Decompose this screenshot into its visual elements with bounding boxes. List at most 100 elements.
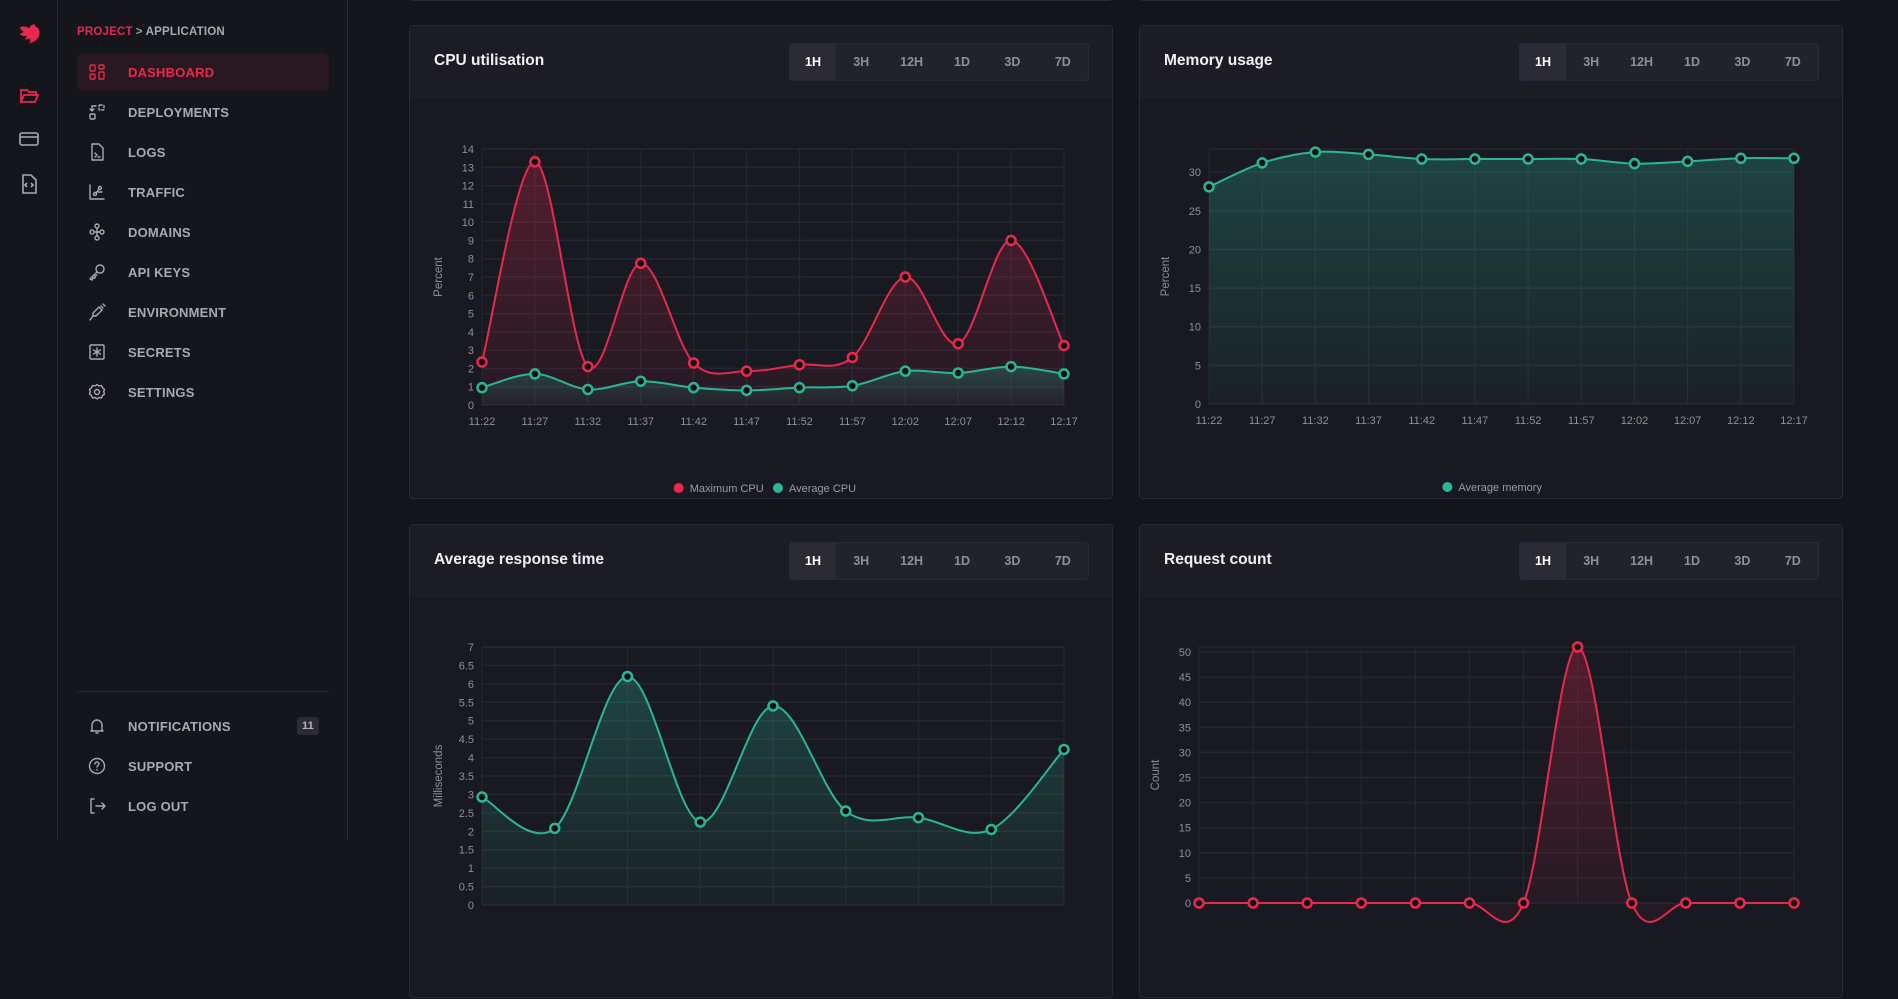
memory-usage-card: Memory usage 1H 3H 12H 1D 3D 7D 0 5 10 15 20 25 30 1…	[1139, 25, 1843, 499]
sidebar-item-settings[interactable]: SETTINGS	[77, 373, 329, 411]
range-1h-button[interactable]: 1H	[1520, 543, 1566, 579]
range-1h-button[interactable]: 1H	[1520, 44, 1566, 80]
range-7d-button[interactable]: 7D	[1784, 55, 1801, 69]
sidebar-item-deployments[interactable]: DEPLOYMENTS	[77, 93, 329, 131]
data-point	[687, 381, 700, 394]
data-point	[1193, 897, 1205, 909]
data-point	[1247, 897, 1259, 909]
series-line	[481, 675, 1065, 835]
y-tick-label: 14	[462, 144, 474, 156]
range-12h-button[interactable]: 12H	[1630, 55, 1654, 69]
range-1d-button[interactable]: 1D	[954, 55, 970, 69]
data-point	[1734, 897, 1746, 909]
sidebar-item-domains[interactable]: DOMAINS	[77, 213, 329, 251]
data-point	[634, 375, 647, 387]
range-1h-button[interactable]: 1H	[790, 543, 836, 579]
y-tick-label: 4	[468, 753, 474, 765]
sidebar-item-logs[interactable]: LOGS	[77, 133, 329, 171]
sidebar-item-support[interactable]: SUPPORT	[77, 747, 329, 785]
legend-label: Average memory	[1458, 482, 1542, 494]
data-point	[1788, 152, 1800, 165]
x-tick-label: 11:52	[1515, 415, 1542, 427]
y-tick-label: 10	[462, 217, 474, 229]
y-tick-label: 4.5	[459, 734, 474, 746]
range-3d-button[interactable]: 3D	[1004, 554, 1021, 568]
data-point	[1256, 157, 1268, 169]
y-tick-label: 50	[1179, 647, 1191, 659]
range-1d-button[interactable]: 1D	[1684, 55, 1700, 69]
credit-card-icon[interactable]	[17, 127, 41, 151]
range-3h-button[interactable]: 3H	[1583, 554, 1600, 568]
sidebar-item-environment[interactable]: ENVIRONMENT	[77, 293, 329, 331]
data-point	[846, 351, 859, 364]
range-3d-button[interactable]: 3D	[1734, 554, 1751, 568]
y-tick-label: 0	[468, 400, 474, 412]
key-icon	[88, 263, 106, 281]
data-point	[687, 357, 700, 369]
card-title: Average response time	[434, 551, 605, 568]
y-tick-label: 11	[463, 199, 474, 211]
range-1d-button[interactable]: 1D	[1684, 554, 1700, 568]
sidebar-item-api-keys[interactable]: API KEYS	[77, 253, 329, 291]
range-1d-button[interactable]: 1D	[954, 554, 970, 568]
range-3h-button[interactable]: 3H	[1583, 55, 1600, 69]
data-point	[1355, 897, 1368, 909]
range-3h-button[interactable]: 3H	[853, 55, 870, 69]
y-tick-label: 25	[1179, 773, 1191, 785]
y-tick-label: 1	[468, 863, 474, 875]
data-point	[1058, 368, 1070, 380]
help-circle-icon	[88, 757, 106, 775]
range-7d-button[interactable]: 7D	[1054, 55, 1071, 69]
y-tick-label: 3	[468, 789, 474, 801]
folder-icon[interactable]	[17, 84, 41, 108]
x-tick-label: 11:22	[469, 416, 496, 428]
syringe-icon	[88, 303, 106, 321]
data-point	[846, 380, 859, 392]
y-tick-label: 0	[468, 900, 474, 912]
time-range-selector: 1H 3H 12H 1D 3D 7D	[789, 542, 1089, 580]
y-tick-label: 15	[1179, 823, 1191, 835]
range-12h-button[interactable]: 12H	[900, 55, 924, 69]
range-12h-button[interactable]: 12H	[900, 554, 924, 568]
range-3d-button[interactable]: 3D	[1734, 55, 1751, 69]
y-axis-label: Percent	[433, 256, 445, 296]
sidebar-item-notifications[interactable]: NOTIFICATIONS 11	[77, 707, 329, 745]
time-range-selector: 1H 3H 12H 1D 3D 7D	[789, 43, 1089, 81]
y-tick-label: 10	[1179, 848, 1191, 860]
sidebar-item-secrets[interactable]: SECRETS	[77, 333, 329, 371]
data-point	[476, 381, 488, 394]
data-point	[694, 816, 706, 828]
y-tick-label: 20	[1179, 798, 1191, 810]
data-point	[529, 156, 541, 168]
sidebar-item-traffic[interactable]: TRAFFIC	[77, 173, 329, 211]
x-tick-label: 12:07	[944, 416, 972, 428]
data-point	[740, 384, 753, 397]
y-tick-label: 1	[468, 382, 474, 394]
range-3h-button[interactable]: 3H	[853, 554, 870, 568]
range-3d-button[interactable]: 3D	[1004, 55, 1021, 69]
deployments-icon	[88, 103, 106, 121]
y-tick-label: 20	[1189, 244, 1201, 256]
nestjs-logo[interactable]	[17, 21, 41, 45]
range-7d-button[interactable]: 7D	[1784, 554, 1801, 568]
breadcrumb-project[interactable]: PROJECT	[77, 26, 133, 38]
data-point	[634, 257, 647, 270]
sidebar-item-log-out[interactable]: LOG OUT	[77, 787, 329, 825]
x-tick-label: 11:42	[1408, 415, 1435, 427]
data-point	[1469, 153, 1481, 165]
sidebar-item-dashboard[interactable]: DASHBOARD	[77, 53, 329, 91]
y-tick-label: 13	[462, 162, 474, 174]
data-point	[1058, 743, 1070, 756]
range-1h-button[interactable]: 1H	[790, 44, 836, 80]
request-count-chart: 0 5 10 15 20 25 30 35 40 45 50 Count	[1150, 641, 1800, 923]
data-point	[476, 356, 488, 368]
range-12h-button[interactable]: 12H	[1630, 554, 1654, 568]
range-7d-button[interactable]: 7D	[1054, 554, 1071, 568]
x-tick-label: 11:32	[574, 416, 601, 428]
code-file-icon[interactable]	[17, 172, 41, 196]
data-point	[1681, 155, 1694, 168]
x-tick-label: 11:27	[1249, 415, 1276, 427]
logout-icon	[88, 797, 106, 815]
data-point	[549, 822, 561, 835]
